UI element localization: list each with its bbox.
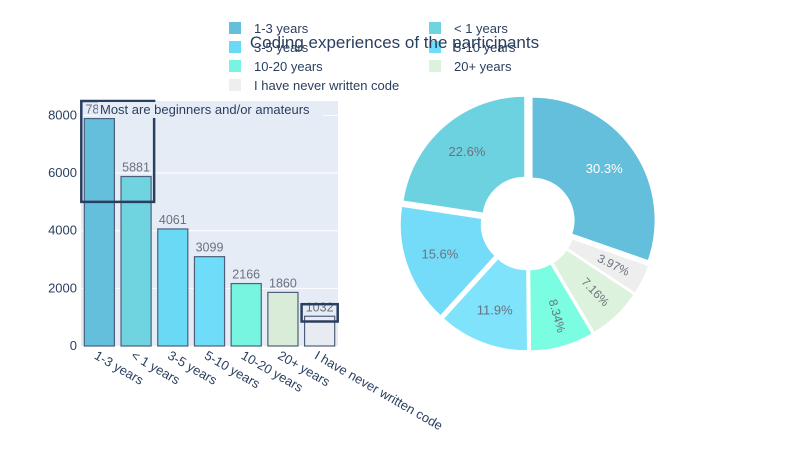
pie-slice-label: 30.3% xyxy=(586,161,623,176)
legend-swatch xyxy=(429,22,441,34)
annotation: Most are beginners and/or amateurs xyxy=(100,102,310,117)
legend-label: 10-20 years xyxy=(254,59,323,74)
y-tick-label: 6000 xyxy=(48,165,77,180)
pie-slice xyxy=(566,238,650,294)
legend-label: I have never written code xyxy=(254,78,399,93)
legend-label: 20+ years xyxy=(454,59,512,74)
pie-slice-label: 11.9% xyxy=(477,302,513,317)
chart-title: Coding experiences of the participants xyxy=(249,33,540,52)
bar-value-label: 5881 xyxy=(122,160,150,174)
legend-label: 1-3 years xyxy=(254,21,309,36)
bar-value-label: 1032 xyxy=(306,300,334,314)
legend-swatch xyxy=(429,41,441,53)
legend-label: 3-5 years xyxy=(254,40,309,55)
legend-swatch xyxy=(429,60,441,72)
y-tick-label: 4000 xyxy=(48,223,77,238)
pie-slice xyxy=(531,96,656,262)
pie-slice xyxy=(402,95,526,214)
pie-slice-label: 22.6% xyxy=(449,144,486,159)
y-tick-label: 2000 xyxy=(48,280,77,295)
annotation-background xyxy=(98,102,323,118)
highlight-box xyxy=(300,302,339,323)
bar xyxy=(120,175,152,347)
legend-swatch xyxy=(229,79,241,91)
pie-slice xyxy=(399,205,496,317)
y-tick-label: 8000 xyxy=(48,107,77,122)
bar xyxy=(83,117,116,347)
bar-value-label: 2166 xyxy=(232,268,260,282)
legend-swatch xyxy=(229,60,241,72)
x-tick-label: I have never written code xyxy=(312,348,445,434)
pie-slice-label: 15.6% xyxy=(421,246,458,261)
bar xyxy=(193,256,226,347)
legend-label: 5-10 years xyxy=(454,40,516,55)
bar xyxy=(157,228,189,347)
legend-swatch xyxy=(229,22,241,34)
bar-value-label: 4061 xyxy=(159,213,187,227)
bar-value-label: 3099 xyxy=(196,241,224,255)
donut-chart: 30.3%3.97%7.16%8.34%11.9%15.6%22.6% xyxy=(399,95,656,352)
highlight-box xyxy=(80,99,156,204)
pie-slice xyxy=(529,263,593,352)
pie-slice xyxy=(552,249,635,334)
pie-slice xyxy=(442,258,529,352)
bar xyxy=(267,291,299,347)
legend-label: < 1 years xyxy=(454,21,508,36)
y-tick-label: 0 xyxy=(70,338,77,353)
legend-swatch xyxy=(229,41,241,53)
legend: 1-3 years < 1 years 3-5 years 5-10 years 10-… xyxy=(229,21,516,93)
bar-value-label: 1860 xyxy=(269,276,297,290)
bar xyxy=(230,282,262,347)
